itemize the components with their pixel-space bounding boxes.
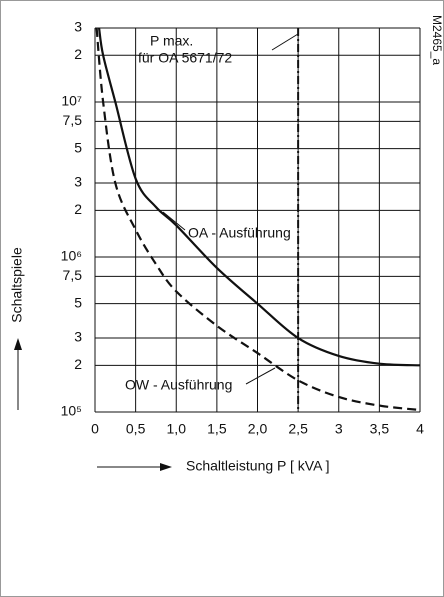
x-tick-label: 4 <box>416 421 424 437</box>
x-arrowhead <box>160 463 172 471</box>
x-tick-label: 2,0 <box>248 421 268 437</box>
x-tick-label: 1,0 <box>167 421 187 437</box>
y-tick-label: 3 <box>74 19 82 35</box>
x-tick-label: 0,5 <box>126 421 146 437</box>
y-tick-label: 2 <box>74 46 82 62</box>
leader-line <box>271 33 299 51</box>
y-tick-label: 7,5 <box>63 267 83 283</box>
y-tick-label: 3 <box>74 329 82 345</box>
y-axis-label: Schaltspiele <box>9 247 25 323</box>
y-tick-label: 2 <box>74 201 82 217</box>
y-tick-label: 3 <box>74 174 82 190</box>
leader-line <box>162 211 186 231</box>
series-label: OA - Ausführung <box>188 225 291 241</box>
series-line <box>97 27 421 367</box>
x-tick-label: 1,5 <box>207 421 227 437</box>
x-tick-label: 0 <box>91 421 99 437</box>
y-tick-label: 2 <box>74 356 82 372</box>
y-arrowhead <box>14 338 22 350</box>
x-axis-label: Schaltleistung P [ kVA ] <box>186 458 329 474</box>
annotation: für OA 5671/72 <box>138 50 232 66</box>
series-label: OW - Ausführung <box>125 377 232 393</box>
y-tick-label: 10⁵ <box>61 403 82 419</box>
x-tick-label: 3 <box>335 421 343 437</box>
x-tick-label: 2,5 <box>288 421 308 437</box>
y-tick-label: 10⁷ <box>61 93 82 109</box>
y-tick-label: 5 <box>74 294 82 310</box>
y-tick-label: 5 <box>74 139 82 155</box>
leader-line <box>245 367 276 385</box>
x-tick-label: 3,5 <box>370 421 390 437</box>
y-tick-label: 10⁶ <box>61 248 82 264</box>
y-tick-label: 7,5 <box>63 112 83 128</box>
figure-code: M2465_a <box>430 15 444 65</box>
annotation: P max. <box>150 33 193 49</box>
series-line <box>95 27 421 412</box>
